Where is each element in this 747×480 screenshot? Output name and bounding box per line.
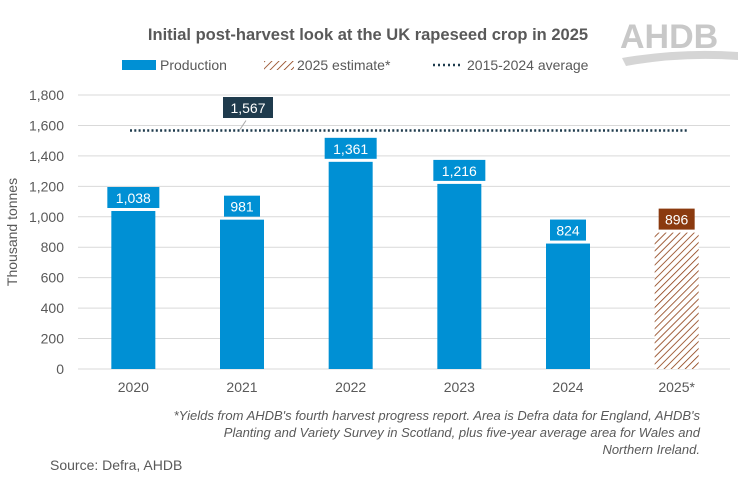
data-label-box — [324, 137, 377, 159]
data-label: 1,216 — [442, 163, 477, 179]
chart-title: Initial post-harvest look at the UK rape… — [148, 26, 588, 44]
legend-swatch-estimate — [264, 61, 294, 70]
y-tick-label: 0 — [56, 361, 64, 377]
data-label: 981 — [230, 199, 254, 215]
x-tick-label: 2022 — [335, 379, 366, 395]
footnote-line-3: Northern Ireland. — [602, 442, 700, 457]
data-label-box — [224, 195, 260, 217]
x-tick-label: 2023 — [444, 379, 475, 395]
y-tick-label: 600 — [41, 270, 65, 286]
legend: Production 2025 estimate* 2015-2024 aver… — [122, 57, 589, 73]
y-tick-label: 200 — [41, 331, 65, 347]
x-tick-label: 2021 — [226, 379, 257, 395]
data-label-box — [107, 186, 160, 208]
data-label: 1,038 — [116, 190, 151, 206]
source-note: Source: Defra, AHDB — [50, 457, 182, 473]
logo-swoosh — [622, 50, 738, 66]
bar-production — [220, 219, 264, 369]
data-label-box — [550, 219, 586, 241]
legend-label-average: 2015-2024 average — [467, 57, 589, 73]
y-axis-label: Thousand tonnes — [4, 178, 20, 286]
y-tick-label: 800 — [41, 239, 65, 255]
data-label-box — [658, 208, 695, 230]
footnote-line-2: Planting and Variety Survey in Scotland,… — [224, 425, 701, 440]
y-tick-label: 1,200 — [29, 178, 64, 194]
data-label: 1,361 — [333, 141, 368, 157]
y-tick-label: 1,000 — [29, 209, 64, 225]
average-label: 1,567 — [230, 100, 265, 116]
average-label-leader — [239, 120, 247, 130]
x-tick-label: 2024 — [552, 379, 583, 395]
bar-production — [546, 243, 590, 369]
average-label-box — [223, 97, 273, 118]
ahdb-logo: AHDB — [620, 18, 738, 66]
footnote-line-1: *Yields from AHDB's fourth harvest progr… — [174, 408, 701, 423]
logo-text: AHDB — [620, 18, 718, 56]
bar-production — [437, 183, 482, 369]
data-label-box — [433, 159, 486, 181]
x-tick-label: 2025* — [658, 379, 695, 395]
y-tick-label: 1,600 — [29, 117, 64, 133]
bar-production — [111, 210, 156, 369]
legend-swatch-production — [122, 60, 156, 70]
bar-estimate — [654, 232, 699, 369]
y-tick-label: 1,400 — [29, 148, 64, 164]
legend-label-estimate: 2025 estimate* — [297, 57, 391, 73]
x-tick-label: 2020 — [118, 379, 149, 395]
data-label: 824 — [556, 223, 580, 239]
data-label: 896 — [665, 212, 689, 228]
bar-production — [328, 161, 373, 369]
y-tick-label: 1,800 — [29, 87, 64, 103]
y-tick-label: 400 — [41, 300, 65, 316]
legend-label-production: Production — [160, 57, 227, 73]
